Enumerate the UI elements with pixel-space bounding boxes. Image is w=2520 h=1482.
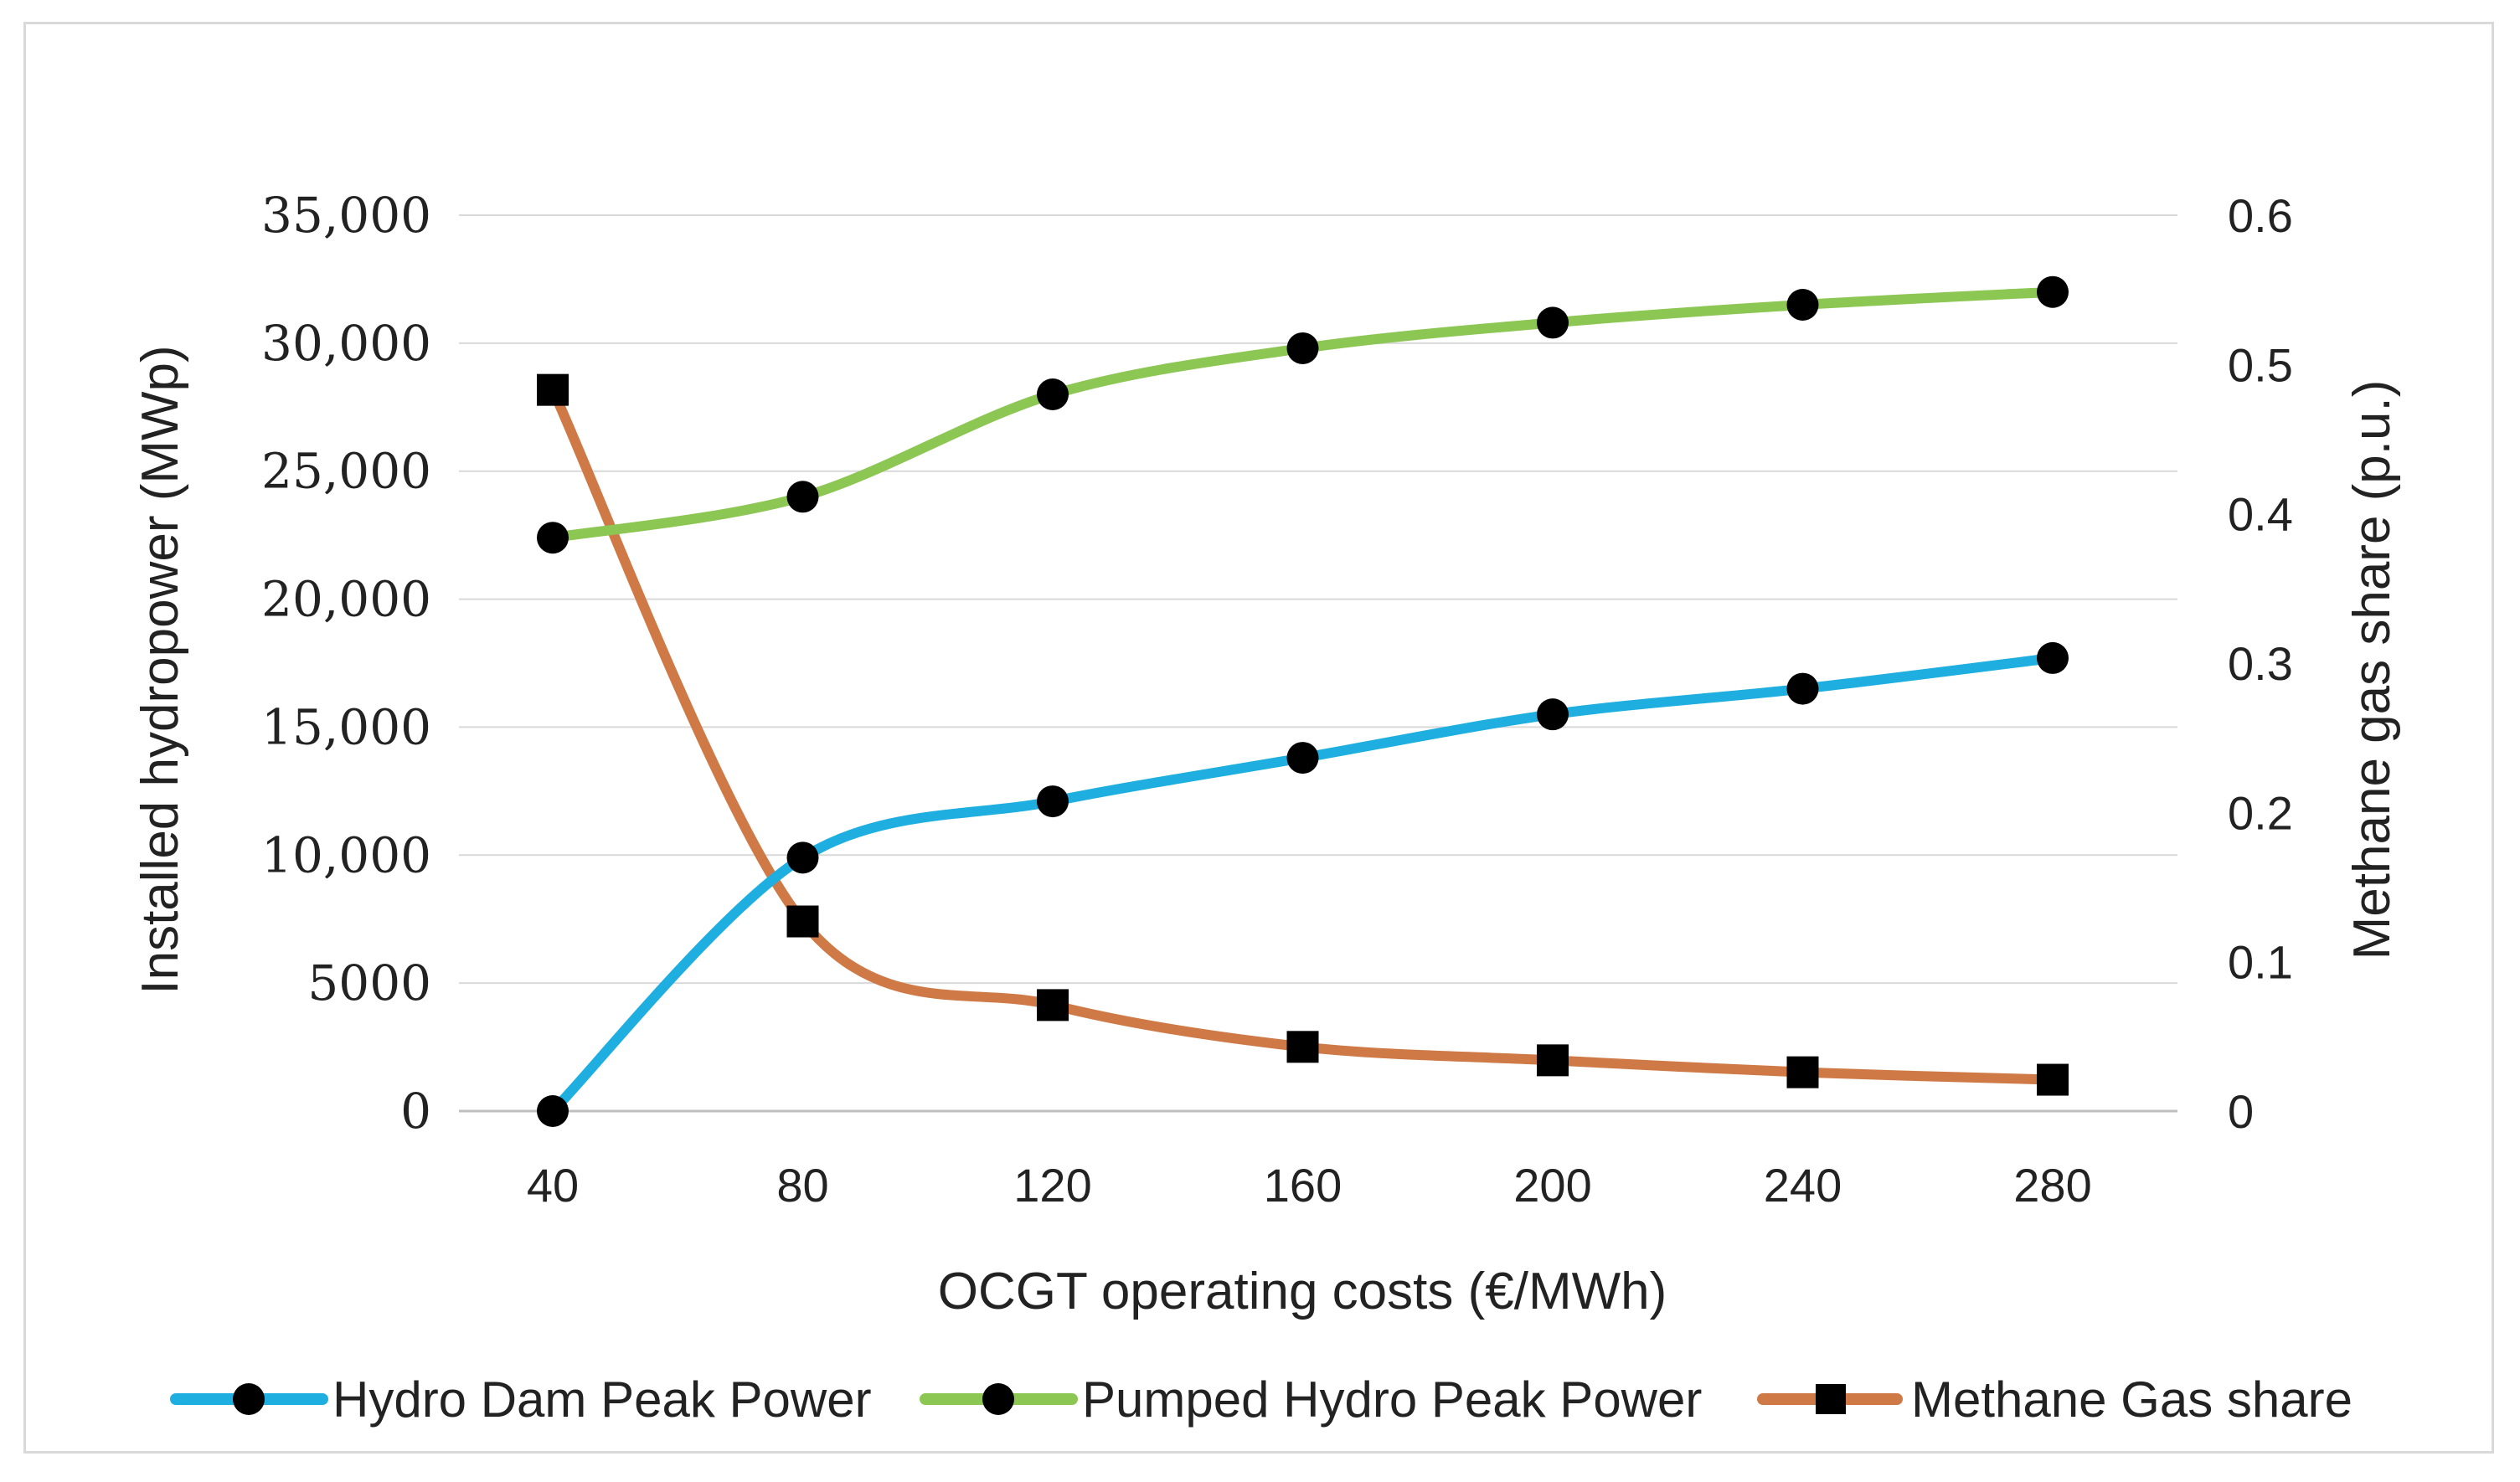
data-point-pumped-hydro [1786,289,1819,321]
data-point-pumped-hydro [1537,306,1569,339]
data-point-hydro-dam [1537,698,1569,731]
data-point-pumped-hydro [1037,378,1069,410]
y2-tick-label: 0.3 [2228,637,2293,690]
legend: Hydro Dam Peak Power Pumped Hydro Peak P… [170,1371,2353,1428]
y-tick-label: 20,000 [261,571,431,628]
y-axis-title: Installed hydropower (MWp) [131,345,189,994]
legend-marker-pumped-hydro [982,1383,1014,1415]
x-tick-label: 80 [776,1159,828,1212]
data-point-hydro-dam [537,1095,569,1127]
data-point-pumped-hydro [786,481,819,513]
data-point-methane-gas [2037,1063,2069,1096]
data-point-methane-gas [1786,1056,1819,1088]
y-tick-label: 25,000 [261,443,431,500]
legend-marker-methane-gas [1816,1384,1846,1414]
y-tick-label: 10,000 [261,826,431,883]
x-axis-title: OCGT operating costs (€/MWh) [938,1263,1667,1320]
data-point-methane-gas [1286,1031,1319,1063]
y-tick-label: 30,000 [261,315,431,372]
gridlines [459,214,2177,1113]
y2-tick-label: 0.1 [2228,936,2293,989]
data-point-methane-gas [537,373,569,406]
x-tick-label: 200 [1513,1159,1591,1212]
data-point-hydro-dam [2037,641,2069,674]
data-point-hydro-dam [786,841,819,874]
chart-frame [23,22,2494,1454]
data-point-pumped-hydro [2037,275,2069,308]
legend-label-pumped-hydro: Pumped Hydro Peak Power [1082,1371,1702,1428]
x-tick-label: 40 [527,1159,579,1212]
y2-axis-title: Methane gas share (p.u.) [2343,380,2401,960]
y-tick-label: 5000 [307,955,431,1011]
x-tick-label: 280 [2013,1159,2091,1212]
y2-tick-label: 0 [2228,1085,2254,1138]
left-axis-ticks: 0 5000 10,000 15,000 20,000 25,000 30,000 35,00… [261,187,431,1140]
legend-label-hydro-dam: Hydro Dam Peak Power [332,1371,872,1428]
series-lines [548,286,2058,1116]
x-axis-ticks: 40 80 120 160 200 240 280 [527,1159,2092,1212]
data-point-methane-gas [1537,1044,1569,1077]
data-point-pumped-hydro [537,522,569,554]
y2-tick-label: 0.5 [2228,338,2293,391]
data-point-pumped-hydro [1286,332,1319,364]
y-tick-label: 15,000 [261,698,431,755]
x-tick-label: 240 [1764,1159,1842,1212]
y2-tick-label: 0.6 [2228,189,2293,242]
series-line-methane-gas [548,384,2058,1085]
y-tick-label: 35,000 [261,187,431,244]
data-point-hydro-dam [1037,785,1069,818]
data-point-hydro-dam [1786,672,1819,705]
y-tick-label: 0 [400,1083,431,1140]
legend-label-methane-gas: Methane Gas share [1911,1371,2353,1428]
series-markers [537,275,2069,1127]
x-tick-label: 120 [1013,1159,1091,1212]
x-tick-label: 160 [1264,1159,1342,1212]
series-line-pumped-hydro [548,286,2058,543]
y2-tick-label: 0.4 [2228,488,2293,541]
data-point-methane-gas [786,905,819,938]
data-point-hydro-dam [1286,742,1319,774]
legend-marker-hydro-dam [233,1383,265,1415]
right-axis-ticks: 0 0.1 0.2 0.3 0.4 0.5 0.6 [2228,189,2293,1138]
y2-tick-label: 0.2 [2228,786,2293,839]
data-point-methane-gas [1037,989,1069,1021]
